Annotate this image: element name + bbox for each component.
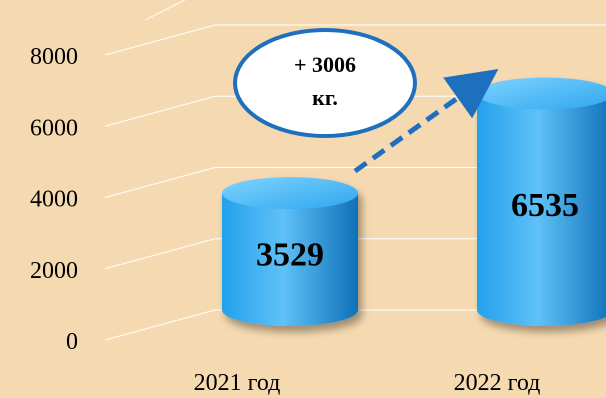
gridline xyxy=(144,0,186,21)
growth-arrow xyxy=(353,69,499,174)
callout-bubble xyxy=(233,28,417,138)
bar-2 xyxy=(477,77,606,326)
growth-annotation: + 3006 кг. xyxy=(233,28,499,174)
y-tick-label: 4000 xyxy=(30,187,78,213)
y-tick-label: 0 xyxy=(66,329,78,355)
bar-top xyxy=(477,77,606,110)
bar-top xyxy=(222,177,358,210)
gridline xyxy=(104,166,606,199)
data-label: 6535 xyxy=(511,187,579,224)
x-axis-ticks: 2021 год 2022 год xyxy=(194,370,541,396)
gridline xyxy=(104,309,606,341)
gridline xyxy=(104,238,606,270)
bars: 3529 6535 xyxy=(222,77,606,326)
data-label: 3529 xyxy=(256,237,324,274)
bar-body xyxy=(222,193,358,326)
y-tick-label: 2000 xyxy=(30,258,78,284)
x-tick-label: 2022 год xyxy=(454,370,541,396)
annotation-unit: кг. xyxy=(312,85,338,110)
bar-body xyxy=(477,93,606,326)
x-tick-label: 2021 год xyxy=(194,370,281,396)
y-tick-label: 6000 xyxy=(30,115,78,141)
annotation-text: + 3006 xyxy=(294,52,356,77)
bar-1 xyxy=(222,177,358,326)
gridline xyxy=(104,24,606,56)
y-axis-ticks: 0 2000 4000 6000 8000 xyxy=(30,44,78,355)
y-tick-label: 8000 xyxy=(30,44,78,70)
